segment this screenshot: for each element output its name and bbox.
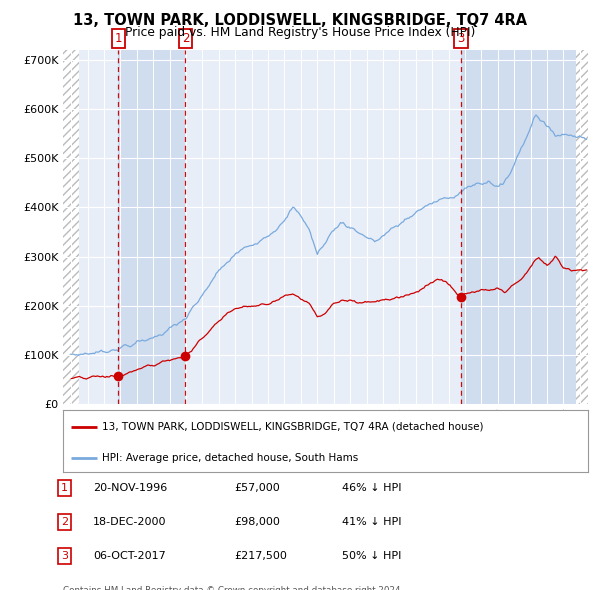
Text: 41% ↓ HPI: 41% ↓ HPI (342, 517, 401, 527)
Text: £57,000: £57,000 (234, 483, 280, 493)
Text: Price paid vs. HM Land Registry's House Price Index (HPI): Price paid vs. HM Land Registry's House … (125, 26, 475, 39)
Bar (118, 50, 185, 404)
Text: 2: 2 (182, 32, 189, 45)
Text: 46% ↓ HPI: 46% ↓ HPI (342, 483, 401, 493)
Text: HPI: Average price, detached house, South Hams: HPI: Average price, detached house, Sout… (103, 453, 359, 463)
Text: Contains HM Land Registry data © Crown copyright and database right 2024.: Contains HM Land Registry data © Crown c… (63, 586, 403, 590)
Text: 13, TOWN PARK, LODDISWELL, KINGSBRIDGE, TQ7 4RA (detached house): 13, TOWN PARK, LODDISWELL, KINGSBRIDGE, … (103, 422, 484, 432)
Text: 1: 1 (61, 483, 68, 493)
Bar (63, 50, 79, 404)
Text: 2: 2 (61, 517, 68, 527)
Text: 20-NOV-1996: 20-NOV-1996 (93, 483, 167, 493)
Text: 3: 3 (457, 32, 465, 45)
Bar (461, 50, 575, 404)
Text: £98,000: £98,000 (234, 517, 280, 527)
Text: 13, TOWN PARK, LODDISWELL, KINGSBRIDGE, TQ7 4RA: 13, TOWN PARK, LODDISWELL, KINGSBRIDGE, … (73, 13, 527, 28)
Text: 50% ↓ HPI: 50% ↓ HPI (342, 552, 401, 561)
Text: 18-DEC-2000: 18-DEC-2000 (93, 517, 167, 527)
Text: £217,500: £217,500 (234, 552, 287, 561)
Text: 06-OCT-2017: 06-OCT-2017 (93, 552, 166, 561)
Bar (575, 50, 588, 404)
Text: 3: 3 (61, 552, 68, 561)
Text: 1: 1 (115, 32, 122, 45)
